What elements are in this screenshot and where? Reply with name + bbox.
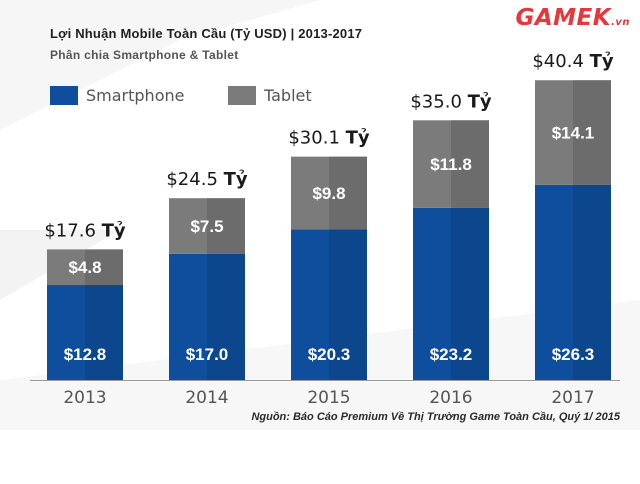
bar-segment-shade — [329, 229, 367, 380]
total-unit: Tỷ — [224, 169, 248, 190]
chart-title: Lợi Nhuận Mobile Toàn Cầu (Tỷ USD) | 201… — [50, 26, 363, 41]
data-label-smartphone: $23.2 — [430, 345, 473, 364]
bar-segment-shade — [207, 253, 245, 380]
total-value: $24.5 — [166, 169, 223, 190]
total-value: $40.4 — [532, 51, 589, 72]
total-label: $35.0 Tỷ — [410, 91, 492, 112]
legend-label-smartphone: Smartphone — [86, 85, 185, 105]
x-tick-label: 2015 — [307, 388, 350, 408]
brand-logo-text: GAMEK — [515, 5, 612, 31]
total-unit: Tỷ — [346, 128, 370, 149]
brand-logo-suffix: .vn — [611, 17, 630, 28]
data-label-tablet: $4.8 — [68, 258, 101, 277]
bar-segment-shade — [573, 184, 611, 380]
data-label-smartphone: $17.0 — [186, 345, 229, 364]
legend-label-tablet: Tablet — [264, 85, 312, 105]
total-unit: Tỷ — [468, 91, 492, 112]
legend-item-tablet: Tablet — [228, 84, 312, 106]
data-label-tablet: $7.5 — [190, 217, 223, 236]
total-label: $17.6 Tỷ — [44, 220, 126, 241]
data-label-smartphone: $12.8 — [64, 345, 107, 364]
total-unit: Tỷ — [102, 220, 126, 241]
x-tick-label: 2014 — [185, 388, 228, 408]
bar-segment-shade — [85, 249, 123, 286]
data-label-tablet: $9.8 — [312, 184, 345, 203]
total-unit: Tỷ — [590, 51, 614, 72]
bar-segment-shade — [207, 198, 245, 254]
chart-subtitle: Phân chia Smartphone & Tablet — [50, 48, 239, 62]
data-label-smartphone: $20.3 — [308, 345, 351, 364]
bar-segment-shade — [329, 156, 367, 230]
x-tick-label: 2017 — [551, 388, 594, 408]
total-value: $35.0 — [410, 91, 467, 112]
bar-segment-shade — [85, 285, 123, 380]
brand-logo: GAMEK.vn — [515, 5, 630, 31]
total-label: $30.1 Tỷ — [288, 128, 370, 149]
total-label: $24.5 Tỷ — [166, 169, 248, 190]
legend-item-smartphone: Smartphone — [50, 84, 184, 106]
legend-swatch-smartphone — [50, 85, 78, 105]
total-value: $17.6 — [44, 220, 101, 241]
legend-swatch-tablet — [228, 85, 256, 105]
source-note: Nguồn: Báo Cáo Premium Về Thị Trường Gam… — [251, 411, 620, 423]
data-label-smartphone: $26.3 — [552, 345, 595, 364]
total-label: $40.4 Tỷ — [532, 51, 614, 72]
bar-segment-shade — [451, 207, 489, 380]
data-label-tablet: $14.1 — [552, 124, 595, 143]
data-label-tablet: $11.8 — [430, 155, 472, 174]
x-tick-label: 2016 — [429, 388, 472, 408]
x-tick-label: 2013 — [63, 388, 106, 408]
total-value: $30.1 — [288, 128, 345, 149]
bar-segment-shade — [573, 80, 611, 185]
bar-segment-shade — [451, 120, 489, 208]
